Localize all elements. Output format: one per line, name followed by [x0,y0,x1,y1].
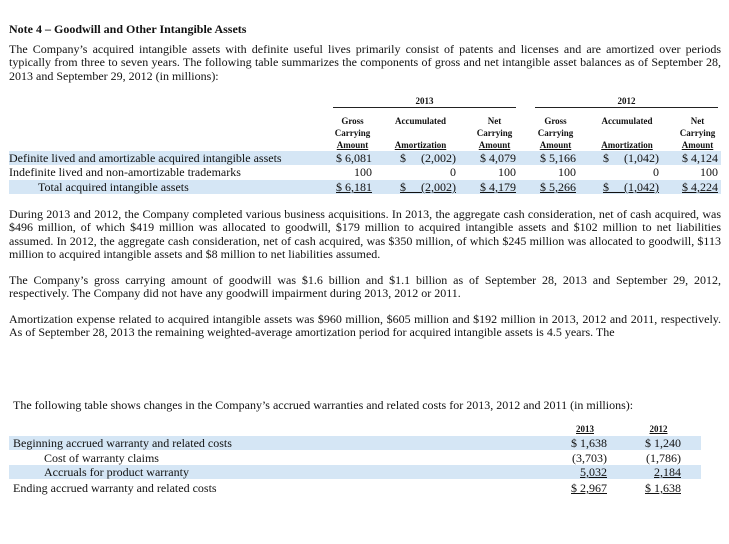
row-label: Accruals for product warranty [44,465,189,479]
cell: 100 [354,165,372,179]
column-header: Amount [478,140,511,150]
cell: $ 1,240 [645,436,681,450]
row-highlight [9,436,701,450]
row-label: Cost of warranty claims [44,451,159,465]
column-header: Net [487,116,502,126]
cell: $ 4,079 [480,151,516,165]
cell: 100 [558,165,576,179]
row-highlight [9,180,721,194]
paragraph: The Company’s gross carrying amount of g… [9,273,721,301]
cell: $ 6,081 [336,151,372,165]
cell: $ (1,042) [603,180,659,194]
column-header: Amount [681,140,714,150]
cell: $ 1,638 [645,481,681,495]
cell: $ 5,266 [540,180,576,194]
column-header: Amount [539,140,572,150]
cell: (1,786) [646,451,681,465]
cell: 0 [450,165,456,179]
cell: 100 [700,165,718,179]
title: Note 4 – Goodwill and Other Intangible A… [9,22,247,36]
cell: $ 4,179 [480,180,516,194]
paragraph: During 2013 and 2012, the Company comple… [9,207,721,262]
column-header: Carrying [537,128,574,138]
cell: $ 1,638 [571,436,607,450]
year-header: 2012 [649,424,668,434]
paragraph: The Company’s acquired intangible assets… [9,42,721,83]
header-rule [535,107,718,108]
cell: (3,703) [572,451,607,465]
row-highlight [9,465,701,479]
cell: 2,184 [654,465,681,479]
column-header: Net [690,116,705,126]
year-header: 2013 [576,424,594,434]
cell: $ 2,967 [571,481,607,495]
cell: $ (2,002) [400,151,456,165]
row-label: Beginning accrued warranty and related c… [13,436,232,450]
column-header: Carrying [679,128,716,138]
column-header: Accumulated [601,116,653,126]
row-label: Definite lived and amortizable acquired … [9,151,282,165]
row-highlight [9,151,721,165]
column-header: Amortization [601,140,653,150]
column-header: Amortization [394,140,447,150]
cell: 0 [653,165,659,179]
cell: $ 5,166 [540,151,576,165]
column-header: Gross [544,116,567,126]
year-header: 2012 [617,96,636,106]
column-header: Carrying [476,128,513,138]
row-label: Ending accrued warranty and related cost… [13,481,217,495]
row-label: Total acquired intangible assets [38,180,189,194]
column-header: Accumulated [395,116,446,126]
table-intro: The following table shows changes in the… [13,398,634,412]
column-header: Gross [341,116,364,126]
paragraph: Amortization expense related to acquired… [9,312,721,340]
row-label: Indefinite lived and non-amortizable tra… [9,165,241,179]
column-header: Amount [336,140,369,150]
cell: 5,032 [580,465,607,479]
cell: $ (1,042) [603,151,659,165]
header-rule [333,107,516,108]
cell: $ 4,224 [682,180,718,194]
column-header: Carrying [334,128,371,138]
cell: 100 [498,165,516,179]
cell: $ (2,002) [400,180,456,194]
cell: $ 4,124 [682,151,718,165]
cell: $ 6,181 [336,180,372,194]
year-header: 2013 [415,96,434,106]
